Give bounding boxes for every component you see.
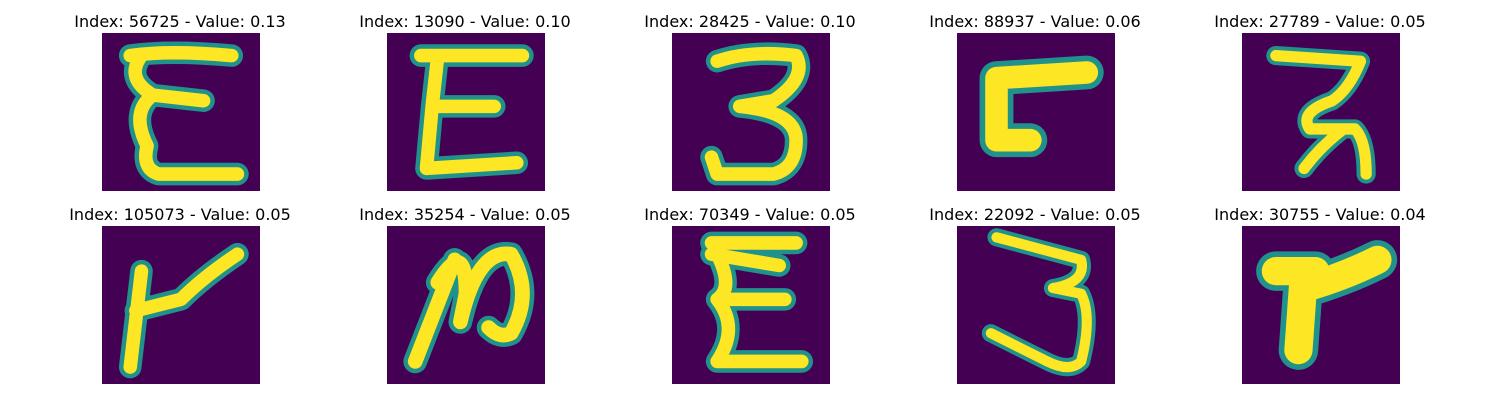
cell-title: Index: 27789 - Value: 0.05 [1214, 12, 1426, 31]
digit-image [672, 33, 830, 191]
grid-cell-10: Index: 30755 - Value: 0.04 [1200, 205, 1440, 385]
digit-image [957, 33, 1115, 191]
cell-title: Index: 88937 - Value: 0.06 [929, 12, 1141, 31]
cell-title: Index: 22092 - Value: 0.05 [929, 205, 1141, 224]
grid-cell-4: Index: 88937 - Value: 0.06 [915, 12, 1155, 192]
grid-cell-5: Index: 27789 - Value: 0.05 [1200, 12, 1440, 192]
grid-cell-2: Index: 13090 - Value: 0.10 [345, 12, 585, 192]
digit-image [1242, 226, 1400, 384]
cell-title: Index: 56725 - Value: 0.13 [74, 12, 286, 31]
cell-title: Index: 70349 - Value: 0.05 [644, 205, 856, 224]
grid-cell-7: Index: 35254 - Value: 0.05 [345, 205, 585, 385]
grid-cell-9: Index: 22092 - Value: 0.05 [915, 205, 1155, 385]
digit-image [387, 226, 545, 384]
digit-image [957, 226, 1115, 384]
digit-image [672, 226, 830, 384]
digit-image [1242, 33, 1400, 191]
cell-title: Index: 13090 - Value: 0.10 [359, 12, 571, 31]
grid-cell-3: Index: 28425 - Value: 0.10 [630, 12, 870, 192]
cell-title: Index: 35254 - Value: 0.05 [359, 205, 571, 224]
cell-title: Index: 28425 - Value: 0.10 [644, 12, 856, 31]
digit-image [102, 33, 260, 191]
grid-cell-6: Index: 105073 - Value: 0.05 [60, 205, 300, 385]
grid-cell-8: Index: 70349 - Value: 0.05 [630, 205, 870, 385]
grid-cell-1: Index: 56725 - Value: 0.13 [60, 12, 300, 192]
digit-image [387, 33, 545, 191]
digit-image [102, 226, 260, 384]
cell-title: Index: 30755 - Value: 0.04 [1214, 205, 1426, 224]
cell-title: Index: 105073 - Value: 0.05 [69, 205, 291, 224]
